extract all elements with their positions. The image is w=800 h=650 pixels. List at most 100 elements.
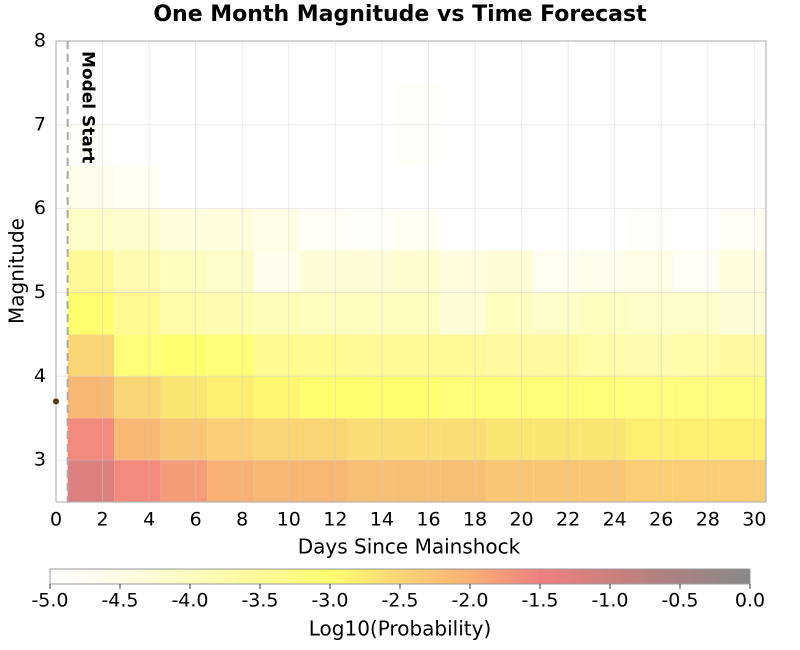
heatmap-cell (346, 460, 394, 502)
heatmap-cell (300, 250, 347, 293)
colorbar-tick-label: -4.0 (171, 590, 208, 612)
heatmap-cell (533, 418, 580, 461)
colorbar-tick-label: -1.5 (521, 590, 558, 612)
heatmap-cell (486, 460, 534, 502)
colorbar-tick-label: -1.0 (591, 590, 628, 612)
heatmap-cell (626, 250, 673, 293)
heatmap-cell (207, 208, 254, 251)
y-tick-label: 5 (34, 281, 46, 303)
heatmap-cell (440, 292, 487, 335)
heatmap-cell (207, 418, 254, 461)
heatmap-cell (114, 208, 161, 251)
heatmap-cell (440, 166, 487, 209)
x-axis-label: Days Since Mainshock (298, 535, 521, 559)
heatmap-cell (207, 166, 254, 209)
heatmap-cell (114, 166, 161, 209)
heatmap-cell (579, 460, 627, 502)
heatmap-cell (626, 166, 673, 209)
heatmap-cell (626, 41, 673, 83)
colorbar (49, 568, 751, 585)
heatmap-cell (626, 82, 673, 125)
colorbar-tick-label: -2.0 (451, 590, 488, 612)
heatmap-cell (114, 124, 161, 167)
heatmap-cell (300, 418, 347, 461)
heatmap-cell (253, 334, 301, 377)
heatmap-cell (160, 460, 208, 502)
heatmap-cell (626, 334, 673, 377)
heatmap-cell (300, 166, 347, 209)
heatmap-cell (67, 82, 115, 125)
heatmap-cell (253, 82, 301, 125)
heatmap-cell (253, 250, 301, 293)
heatmap-cell (393, 166, 441, 209)
heatmap-cell (67, 250, 115, 293)
heatmap-cell (300, 208, 347, 251)
x-tick-label: 10 (277, 509, 301, 531)
x-tick-label: 18 (463, 509, 487, 531)
heatmap-cell (346, 124, 394, 167)
x-tick-label: 2 (97, 509, 109, 531)
colorbar-tick-label: -3.5 (241, 590, 278, 612)
heatmap-cell (719, 292, 766, 335)
heatmap-cell (533, 208, 580, 251)
heatmap-cell (486, 418, 534, 461)
heatmap-cell (160, 82, 208, 125)
heatmap-cell (67, 208, 115, 251)
heatmap-cell (719, 376, 766, 419)
heatmap-cell (440, 41, 487, 83)
heatmap-cell (393, 41, 441, 83)
heatmap-cell (486, 124, 534, 167)
heatmap-cell (579, 41, 627, 83)
heatmap-cell (626, 124, 673, 167)
heatmap-cell (67, 334, 115, 377)
heatmap-cell (672, 166, 720, 209)
x-tick-label: 30 (742, 509, 766, 531)
x-tick-label: 0 (50, 509, 62, 531)
x-tick-label: 26 (649, 509, 673, 531)
heatmap-cell (207, 334, 254, 377)
heatmap-cell (346, 82, 394, 125)
heatmap-cell (207, 124, 254, 167)
heatmap-cell (486, 376, 534, 419)
heatmap-cell (626, 418, 673, 461)
annotation: Model Start (78, 51, 98, 163)
heatmap-cell (67, 460, 115, 502)
heatmap-cell (672, 41, 720, 83)
heatmap-cell (114, 334, 161, 377)
x-tick-label: 6 (190, 509, 202, 531)
heatmap-cell (440, 376, 487, 419)
heatmap-cell (253, 418, 301, 461)
heatmap-cell (346, 208, 394, 251)
heatmap-cell (300, 41, 347, 83)
heatmap-cell (672, 82, 720, 125)
heatmap-cell (672, 334, 720, 377)
heatmap-cell (672, 250, 720, 293)
heatmap-cell (719, 418, 766, 461)
heatmap-cell (719, 460, 766, 502)
heatmap-cell (253, 460, 301, 502)
x-tick-label: 16 (416, 509, 440, 531)
x-tick-label: 14 (370, 509, 394, 531)
heatmap-cell (672, 124, 720, 167)
colorbar-tick-label: -2.5 (381, 590, 418, 612)
heatmap-cell (160, 208, 208, 251)
heatmap-cell (207, 292, 254, 335)
colorbar-tick-label: -5.0 (31, 590, 68, 612)
y-tick-label: 8 (34, 30, 46, 52)
heatmap-cell (393, 82, 441, 125)
y-axis-label: Magnitude (5, 218, 29, 324)
heatmap-cell (672, 376, 720, 419)
x-tick-label: 4 (143, 509, 155, 531)
heatmap-cell (393, 292, 441, 335)
heatmap-cell (579, 250, 627, 293)
heatmap-cell (114, 418, 161, 461)
heatmap-cell (533, 292, 580, 335)
heatmap-cell (533, 124, 580, 167)
heatmap-cell (207, 250, 254, 293)
heatmap-cell (300, 82, 347, 125)
heatmap-cell (440, 124, 487, 167)
x-tick-label: 28 (696, 509, 720, 531)
heatmap-cell (346, 166, 394, 209)
heatmap-cell (393, 334, 441, 377)
y-tick-label: 3 (34, 449, 46, 471)
